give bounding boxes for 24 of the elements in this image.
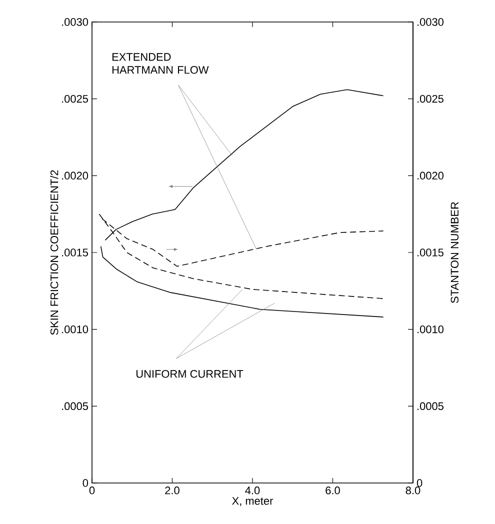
annotation: UNIFORM CURRENT <box>136 370 244 378</box>
y-tick-label: .0030 <box>62 18 88 26</box>
y-axis-title: SKIN FRICTION COEFFICIENT/2 <box>50 170 58 335</box>
y2-tick-label: .0015 <box>418 248 444 256</box>
y-tick-label: 0 <box>82 479 88 487</box>
y2-tick-label: .0010 <box>418 325 444 334</box>
x-tick-label: 6.0 <box>326 486 340 494</box>
y-tick-label: .0025 <box>62 94 88 103</box>
y2-tick-label: 0 <box>416 479 422 487</box>
y2-tick-label: .0025 <box>418 94 444 103</box>
annotation: EXTENDED HARTMANN FLOW <box>112 53 209 74</box>
y2-tick-label: .0020 <box>418 172 444 180</box>
y2-axis-title: STANTON NUMBER <box>450 202 459 303</box>
x-tick-label: 0 <box>89 486 95 494</box>
x-tick-label: 8.0 <box>406 486 420 494</box>
x-tick-label: 2.0 <box>165 486 180 494</box>
y2-tick-label: .0005 <box>418 402 444 410</box>
y-tick-label: .0005 <box>62 402 88 410</box>
y-tick-label: .0020 <box>62 172 88 180</box>
x-axis-title: X, meter <box>232 497 274 506</box>
y2-tick-label: .0030 <box>418 18 444 26</box>
x-tick-label: 4.0 <box>245 486 260 494</box>
y-tick-label: .0015 <box>62 248 88 256</box>
y-tick-label: .0010 <box>62 325 88 334</box>
